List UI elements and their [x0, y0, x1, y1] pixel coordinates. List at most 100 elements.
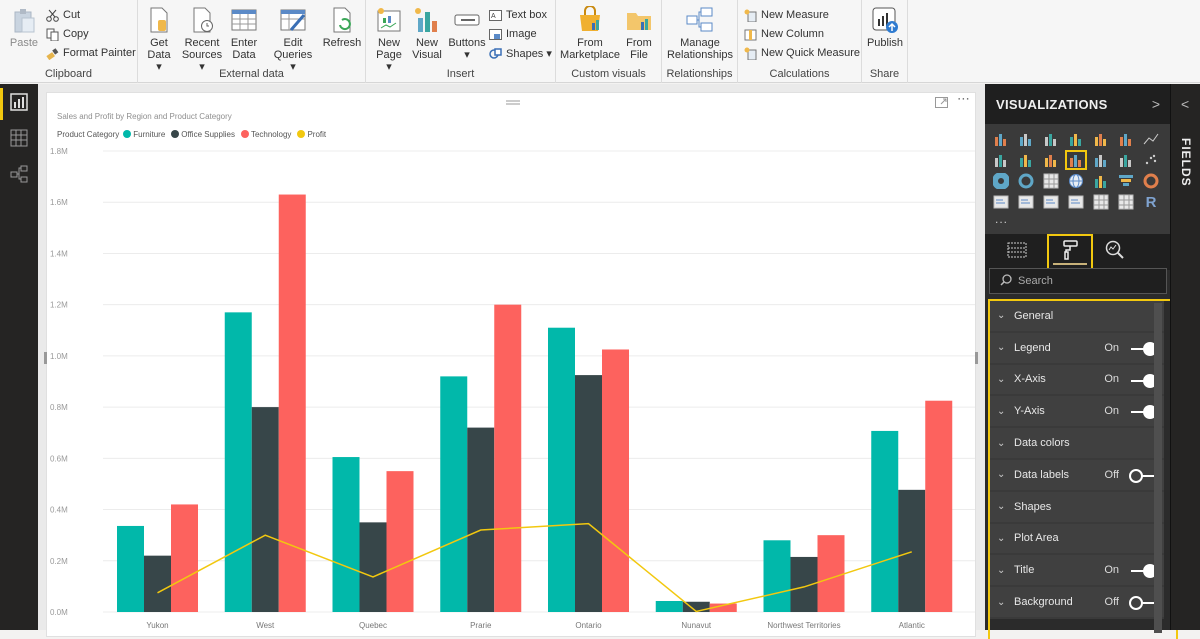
nav-relationships-view[interactable]	[0, 158, 38, 194]
bar-furniture-prarie[interactable]	[440, 376, 468, 612]
format-section-background[interactable]: ⌄ Background Off	[990, 587, 1164, 619]
resize-handle-left[interactable]	[44, 352, 47, 364]
tab-analytics[interactable]	[1103, 234, 1127, 270]
nav-data-view[interactable]	[0, 122, 38, 158]
legend-item-office-supplies[interactable]: Office Supplies	[171, 130, 235, 139]
legend-item-profit[interactable]: Profit	[297, 130, 326, 139]
legend-item-technology[interactable]: Technology	[240, 130, 291, 139]
new-column-button[interactable]: New Column	[744, 26, 824, 42]
drag-handle-icon[interactable]	[506, 94, 520, 105]
viz-type-scatter-icon[interactable]	[1140, 150, 1162, 170]
publish-button[interactable]: Publish	[864, 6, 906, 49]
bar-technology-northwest-territories[interactable]	[817, 535, 845, 612]
legend-item-furniture[interactable]: Furniture	[123, 130, 165, 139]
bar-furniture-yukon[interactable]	[117, 525, 144, 612]
buttons-button[interactable]: Buttons ▾	[446, 6, 488, 61]
bar-technology-ontario[interactable]	[602, 349, 629, 612]
format-section-data-colors[interactable]: ⌄ Data colors	[990, 428, 1164, 460]
bar-furniture-west[interactable]	[224, 312, 252, 612]
bar-office-supplies-west[interactable]	[251, 407, 279, 612]
viz-type-stacked-area-icon[interactable]	[1015, 150, 1037, 170]
bar-office-supplies-ontario[interactable]	[575, 375, 602, 612]
focus-mode-icon[interactable]	[935, 95, 948, 108]
viz-type-waterfall-icon[interactable]	[1115, 150, 1137, 170]
viz-type-line-clustered-column-icon[interactable]	[1065, 150, 1087, 170]
viz-type-100-stacked-column-icon[interactable]	[1115, 129, 1137, 149]
format-section-general[interactable]: ⌄ General	[990, 301, 1164, 333]
format-section-legend[interactable]: ⌄ Legend On	[990, 332, 1164, 365]
from-marketplace-button[interactable]: From Marketplace	[558, 5, 622, 61]
collapse-fields-chevron-icon[interactable]: <	[1181, 96, 1190, 112]
format-search-input[interactable]: Search	[989, 268, 1167, 294]
viz-type-100-stacked-bar-icon[interactable]	[1090, 129, 1112, 149]
bar-technology-nunavut[interactable]	[709, 603, 737, 612]
viz-type-stacked-bar-icon[interactable]	[990, 129, 1012, 149]
viz-type-matrix-icon[interactable]	[1115, 192, 1137, 212]
manage-relationships-button[interactable]: Manage Relationships	[664, 6, 736, 61]
bar-furniture-northwest-territories[interactable]	[763, 540, 791, 612]
format-section-shapes[interactable]: ⌄ Shapes	[990, 491, 1164, 524]
toggle-switch[interactable]	[1129, 405, 1157, 420]
format-section-data-labels[interactable]: ⌄ Data labels Off	[990, 459, 1164, 492]
clustered-column-line-chart[interactable]: 0.0M 0.2M 0.4M 0.6M 0.8M 1.0M 1.2M 1.4M 1.6M 1.8M…	[47, 93, 977, 638]
text-box-button[interactable]: A Text box	[489, 7, 547, 23]
bar-office-supplies-nunavut[interactable]	[682, 601, 710, 612]
viz-type-filled-map-icon[interactable]	[1090, 171, 1112, 191]
toggle-switch[interactable]	[1129, 468, 1157, 483]
nav-report-view[interactable]	[0, 86, 38, 122]
enter-data-button[interactable]: Enter Data	[228, 6, 260, 61]
bar-office-supplies-yukon[interactable]	[144, 555, 171, 612]
edit-queries-button[interactable]: Edit Queries ▾	[272, 6, 314, 73]
new-page-button[interactable]: New Page ▾	[372, 6, 406, 73]
viz-type-map-icon[interactable]	[1065, 171, 1087, 191]
recent-sources-button[interactable]: Recent Sources ▾	[180, 6, 224, 73]
more-visuals-button[interactable]: ...	[995, 212, 1009, 226]
new-measure-button[interactable]: New Measure	[744, 7, 829, 23]
viz-type-pie-icon[interactable]	[990, 171, 1012, 191]
viz-type-slicer-icon[interactable]	[1065, 192, 1087, 212]
viz-type-donut-icon[interactable]	[1015, 171, 1037, 191]
copy-button[interactable]: Copy	[46, 26, 89, 42]
viz-type-kpi-icon[interactable]	[1040, 192, 1062, 212]
tab-format[interactable]	[1047, 234, 1093, 270]
viz-type-area-icon[interactable]	[990, 150, 1012, 170]
profit-line[interactable]	[157, 522, 912, 613]
chart-visual[interactable]: ⋯ Sales and Profit by Region and Product…	[46, 91, 977, 638]
toggle-switch[interactable]	[1129, 596, 1157, 611]
bar-technology-quebec[interactable]	[386, 471, 414, 612]
bar-office-supplies-quebec[interactable]	[359, 522, 387, 612]
get-data-button[interactable]: Get Data ▾	[144, 6, 174, 73]
viz-type-treemap-icon[interactable]	[1040, 171, 1062, 191]
viz-type-r-script-icon[interactable]: R	[1145, 193, 1157, 211]
format-list-scrollbar[interactable]	[1154, 303, 1162, 633]
tab-fields[interactable]	[997, 234, 1037, 270]
resize-handle-right[interactable]	[975, 352, 978, 364]
bar-furniture-nunavut[interactable]	[655, 600, 683, 612]
more-options-button[interactable]: ⋯	[957, 91, 971, 106]
toggle-switch[interactable]	[1129, 341, 1157, 356]
viz-type-clustered-bar-icon[interactable]	[1040, 129, 1062, 149]
toggle-switch[interactable]	[1129, 373, 1157, 388]
bar-furniture-ontario[interactable]	[548, 327, 575, 612]
bar-furniture-atlantic[interactable]	[871, 430, 899, 612]
format-section-title[interactable]: ⌄ Title On	[990, 555, 1164, 588]
fields-pane-collapsed[interactable]: < FIELDS	[1170, 84, 1200, 630]
from-file-button[interactable]: From File	[622, 6, 656, 61]
format-section-x-axis[interactable]: ⌄ X-Axis On	[990, 364, 1164, 397]
viz-type-line-icon[interactable]	[1140, 129, 1162, 149]
viz-type-line-stacked-column-icon[interactable]	[1040, 150, 1062, 170]
format-section-y-axis[interactable]: ⌄ Y-Axis On	[990, 396, 1164, 429]
viz-type-card-icon[interactable]	[990, 192, 1012, 212]
shapes-button[interactable]: Shapes ▾	[489, 45, 552, 61]
cut-button[interactable]: Cut	[46, 7, 80, 23]
viz-type-ribbon-icon[interactable]	[1090, 150, 1112, 170]
viz-type-stacked-column-icon[interactable]	[1015, 129, 1037, 149]
viz-type-table-icon[interactable]	[1090, 192, 1112, 212]
refresh-button[interactable]: Refresh	[322, 6, 362, 49]
paste-button[interactable]: Paste	[6, 6, 42, 49]
viz-type-gauge-icon[interactable]	[1140, 171, 1162, 191]
new-visual-button[interactable]: New Visual	[410, 6, 444, 61]
bar-furniture-quebec[interactable]	[332, 457, 360, 612]
image-button[interactable]: Image	[489, 26, 537, 42]
viz-type-clustered-column-icon[interactable]	[1065, 129, 1087, 149]
